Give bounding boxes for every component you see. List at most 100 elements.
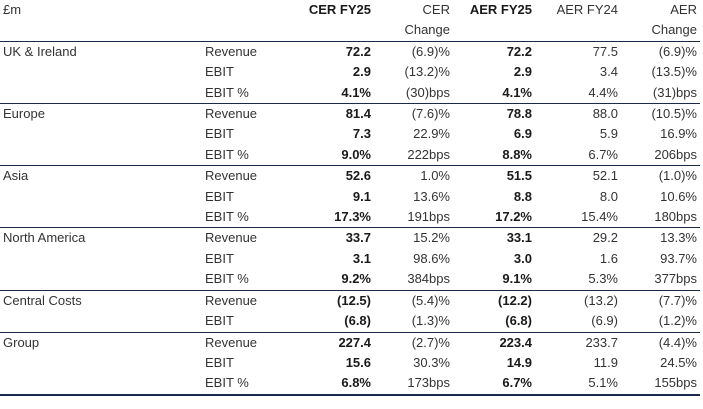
cer-fy25-cell: 9.1: [352, 188, 371, 204]
metric-label: EBIT: [205, 354, 234, 370]
aer-fy24-cell: 5.9: [599, 126, 618, 142]
cer-change-cell: 384bps: [407, 271, 450, 287]
aer-fy25-cell: 72.2: [453, 40, 535, 63]
table-row: Europe Revenue 81.4 (7.6)% 78.8 88.0 (10.5)%: [0, 103, 700, 125]
cer-change-cell: (13.2)%: [404, 64, 450, 80]
aer-fy24-cell: 11.9: [593, 354, 618, 370]
cer-fy25-cell: 72.2: [300, 40, 374, 63]
cer-change-cell: (2.7)%: [374, 331, 453, 353]
cer-change-cell: (1.3)%: [411, 313, 450, 329]
aer-change-cell: 24.5%: [660, 354, 697, 370]
cer-change-cell: 173bps: [374, 373, 453, 396]
metric-label: EBIT %: [205, 146, 249, 162]
table-row: EBIT 2.9 (13.2)% 2.9 3.4 (13.5)%: [0, 62, 700, 82]
metric-label: Revenue: [202, 227, 300, 249]
aer-change-cell: (7.7)%: [621, 289, 700, 312]
cer-fy25-cell: (12.5): [300, 289, 374, 312]
aer-change-cell: 16.9%: [660, 126, 697, 142]
cer-change-cell: 222bps: [407, 146, 450, 162]
aer-change-cell: (1.0)%: [621, 165, 700, 187]
aer-fy25-cell: 9.1%: [502, 271, 532, 287]
metric-label: EBIT %: [205, 84, 249, 100]
aer-change-cell: 10.6%: [660, 188, 697, 204]
table-row: EBIT 9.1 13.6% 8.8 8.0 10.6%: [0, 187, 700, 207]
cer-change-cell: 15.2%: [374, 227, 453, 249]
table-row: UK & Ireland Revenue 72.2 (6.9)% 72.2 77.5 (6.…: [0, 40, 700, 63]
segment-name: UK & Ireland: [0, 40, 202, 63]
header-aer-change-line1: AER: [670, 2, 697, 17]
cer-change-cell: (6.9)%: [374, 40, 453, 63]
header-cer-change-line2: Change: [404, 22, 450, 38]
aer-fy24-cell: 8.0: [599, 188, 618, 204]
aer-fy25-cell: 6.7%: [453, 373, 535, 396]
metric-label: EBIT %: [205, 209, 249, 225]
cer-change-cell: 98.6%: [413, 250, 450, 266]
cer-fy25-cell: 52.6: [300, 165, 374, 187]
cer-fy25-cell: 3.1: [352, 250, 371, 266]
aer-change-cell: (4.4)%: [621, 331, 700, 353]
currency-label: £m: [3, 2, 22, 17]
table-row: Asia Revenue 52.6 1.0% 51.5 52.1 (1.0)%: [0, 165, 700, 187]
cer-change-cell: (5.4)%: [374, 289, 453, 312]
cer-fy25-cell: 6.8%: [300, 373, 374, 396]
metric-label: EBIT %: [205, 271, 249, 287]
aer-fy24-cell: (13.2): [535, 289, 621, 312]
header-spacer: [202, 0, 300, 20]
table-row: EBIT 15.6 30.3% 14.9 11.9 24.5%: [0, 353, 700, 373]
cer-fy25-cell: 227.4: [300, 331, 374, 353]
aer-change-cell: 93.7%: [660, 250, 697, 266]
aer-fy24-cell: 233.7: [535, 331, 621, 353]
cer-fy25-cell: 9.2%: [341, 271, 371, 287]
aer-fy25-cell: 223.4: [453, 331, 535, 353]
header-row-2: Change Change: [0, 20, 700, 41]
metric-label: EBIT: [205, 126, 234, 142]
metric-label: EBIT: [205, 250, 234, 266]
segment-name: Europe: [0, 103, 202, 125]
metric-label: Revenue: [202, 40, 300, 63]
cer-change-cell: 191bps: [407, 209, 450, 225]
table-row: EBIT % 17.3% 191bps 17.2% 15.4% 180bps: [0, 207, 700, 228]
aer-fy24-cell: (6.9): [591, 313, 618, 329]
cer-fy25-cell: 81.4: [300, 103, 374, 125]
cer-fy25-cell: 7.3: [352, 126, 371, 142]
aer-fy24-cell: 1.6: [599, 250, 618, 266]
cer-change-cell: 30.3%: [413, 354, 450, 370]
table-row: EBIT 3.1 98.6% 3.0 1.6 93.7%: [0, 249, 700, 269]
metric-label: EBIT: [205, 64, 234, 80]
metric-label: Revenue: [202, 165, 300, 187]
metric-label: Revenue: [202, 103, 300, 125]
table-row: EBIT % 9.2% 384bps 9.1% 5.3% 377bps: [0, 269, 700, 290]
aer-fy24-cell: 88.0: [535, 103, 621, 125]
header-cer-change-line1: CER: [422, 2, 450, 17]
table-header: £m CER FY25 CER AER FY25 AER FY24 AER Ch…: [0, 0, 700, 41]
segment-name: Central Costs: [0, 289, 202, 312]
aer-change-cell: (6.9)%: [621, 40, 700, 63]
aer-fy25-cell: 6.9: [513, 126, 532, 142]
aer-fy24-cell: 29.2: [535, 227, 621, 249]
aer-fy25-cell: 14.9: [506, 354, 532, 370]
table-row: North America Revenue 33.7 15.2% 33.1 29.2 13.…: [0, 227, 700, 249]
metric-label: EBIT: [205, 313, 234, 329]
cer-change-cell: 22.9%: [413, 126, 450, 142]
aer-fy25-cell: 8.8%: [502, 146, 532, 162]
aer-change-cell: 180bps: [654, 209, 697, 225]
aer-change-cell: 13.3%: [621, 227, 700, 249]
header-aer-change-line2: Change: [651, 22, 697, 38]
table-row: Group Revenue 227.4 (2.7)% 223.4 233.7 (4.4)%: [0, 331, 700, 353]
aer-change-cell: (1.2)%: [658, 313, 697, 329]
cer-fy25-cell: 17.3%: [334, 209, 371, 225]
table-body: UK & Ireland Revenue 72.2 (6.9)% 72.2 77.5 (6.…: [0, 40, 700, 396]
cer-fy25-cell: 4.1%: [341, 84, 371, 100]
aer-fy25-cell: 51.5: [453, 165, 535, 187]
cer-fy25-cell: (6.8): [344, 313, 371, 329]
metric-label: EBIT: [205, 188, 234, 204]
aer-change-cell: (10.5)%: [621, 103, 700, 125]
header-row-1: £m CER FY25 CER AER FY25 AER FY24 AER: [0, 0, 700, 20]
aer-change-cell: 155bps: [621, 373, 700, 396]
aer-fy25-cell: (6.8): [505, 313, 532, 329]
cer-change-cell: 13.6%: [413, 188, 450, 204]
aer-fy24-cell: 5.3%: [588, 271, 618, 287]
header-aer-fy24: AER FY24: [556, 2, 618, 17]
aer-fy24-cell: 5.1%: [535, 373, 621, 396]
table-row: EBIT (6.8) (1.3)% (6.8) (6.9) (1.2)%: [0, 311, 700, 332]
